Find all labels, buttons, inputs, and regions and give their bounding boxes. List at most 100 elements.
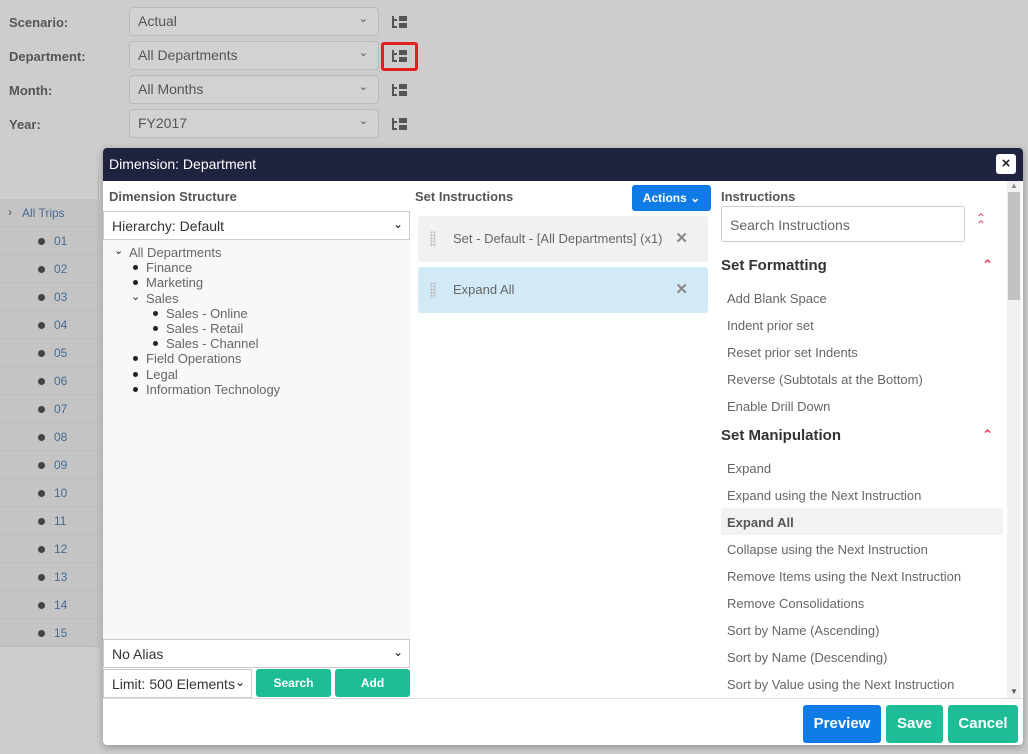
tree-node[interactable]: Information Technology (133, 382, 453, 397)
grid-row[interactable]: 12 (0, 535, 100, 563)
grid-row[interactable]: 07 (0, 395, 100, 423)
bullet-icon (38, 490, 45, 497)
instruction-section-header[interactable]: Set Manipulation ⌃ (721, 427, 1003, 454)
bullet-icon (38, 406, 45, 413)
row-label: 12 (54, 542, 68, 556)
grid-row[interactable]: 11 (0, 507, 100, 535)
instruction-option[interactable]: Sort by Name (Ascending) (727, 623, 880, 638)
hierarchy-icon[interactable] (392, 84, 408, 96)
instruction-option[interactable]: Remove Items using the Next Instruction (727, 569, 962, 584)
footer-divider (103, 698, 1023, 699)
tree-node[interactable]: Field Operations (133, 351, 453, 366)
row-label: 01 (54, 234, 68, 248)
instruction-option[interactable]: Enable Drill Down (727, 399, 831, 414)
hierarchy-select[interactable]: Hierarchy: Default ⌄ (103, 211, 410, 240)
grid-row[interactable]: 10 (0, 479, 100, 507)
grid-row[interactable]: 03 (0, 283, 100, 311)
tree-node[interactable]: Sales - Retail (153, 321, 473, 337)
filter-value: FY2017 (138, 115, 188, 131)
hierarchy-icon[interactable] (392, 16, 408, 28)
chevron-down-icon: ⌄ (358, 81, 368, 93)
instruction-option[interactable]: Sort by Name (Descending) (727, 650, 888, 665)
add-button[interactable]: Add (335, 669, 410, 697)
grid-row[interactable]: 01 (0, 227, 100, 255)
instruction-option[interactable]: Expand using the Next Instruction (727, 488, 922, 503)
chevron-right-icon[interactable]: › (8, 205, 12, 219)
filter-select[interactable]: FY2017 ⌄ (129, 109, 379, 138)
instruction-option[interactable]: Expand (727, 461, 772, 476)
grid-row[interactable]: 04 (0, 311, 100, 339)
grid-row[interactable]: 09 (0, 451, 100, 479)
scrollbar[interactable]: ▲ ▼ (1007, 181, 1021, 698)
collapse-all-icon[interactable]: ⌃ ⌃ (976, 211, 987, 232)
tree-node[interactable]: Legal (133, 367, 453, 382)
filter-value: All Months (138, 81, 204, 97)
remove-icon[interactable]: ✕ (675, 281, 688, 298)
scrollbar-thumb[interactable] (1008, 192, 1020, 300)
instruction-option[interactable]: Remove Consolidations (727, 596, 865, 611)
tree-node[interactable]: ⌄ All Departments (114, 245, 436, 260)
tree-node[interactable]: ⌄ Sales (131, 290, 453, 306)
filter-select[interactable]: All Months ⌄ (129, 75, 379, 104)
grid-row[interactable]: 02 (0, 255, 100, 283)
set-instruction-item-selected[interactable]: Expand All ✕ (418, 267, 708, 313)
chevron-up-icon[interactable]: ⌃ (982, 257, 993, 272)
hierarchy-icon[interactable] (392, 118, 408, 130)
scroll-up-icon[interactable]: ▲ (1010, 181, 1018, 190)
grid-row[interactable]: 08 (0, 423, 100, 451)
instruction-option[interactable]: Reset prior set Indents (727, 345, 858, 360)
drag-handle-icon[interactable] (430, 282, 436, 298)
grid-row[interactable]: 15 (0, 619, 100, 647)
cancel-button[interactable]: Cancel (948, 705, 1018, 743)
filter-select[interactable]: Actual ⌄ (129, 7, 379, 36)
preview-button[interactable]: Preview (803, 705, 881, 743)
close-button[interactable]: × (996, 154, 1016, 174)
dimension-tree: ⌄ All Departments Finance Marketing ⌄ Sales Sa… (103, 240, 410, 640)
chevron-down-icon: ⌄ (690, 191, 701, 205)
scroll-down-icon[interactable]: ▼ (1010, 687, 1018, 696)
row-label: 15 (54, 626, 68, 640)
drag-handle-icon[interactable] (430, 231, 436, 247)
instruction-section-header[interactable]: Set Formatting ⌃ (721, 257, 1003, 284)
instruction-option[interactable]: Collapse using the Next Instruction (727, 542, 928, 557)
row-label: 08 (54, 430, 68, 444)
grid-row[interactable]: 13 (0, 563, 100, 591)
chevron-up-icon[interactable]: ⌃ (982, 427, 993, 442)
set-instruction-item[interactable]: Set - Default - [All Departments] (x1) ✕ (418, 216, 708, 262)
filter-value: Actual (138, 13, 177, 29)
save-button[interactable]: Save (886, 705, 943, 743)
instruction-option[interactable]: Indent prior set (727, 318, 814, 333)
tree-node[interactable]: Sales - Channel (153, 336, 473, 351)
tree-node-label: Sales (146, 290, 179, 306)
row-label: 10 (54, 486, 68, 500)
instruction-option[interactable]: Sort by Value using the Next Instruction (727, 677, 955, 692)
chevron-down-icon[interactable]: ⌄ (114, 245, 124, 257)
search-instructions-input[interactable]: Search Instructions (721, 206, 965, 242)
grid-row[interactable]: 05 (0, 339, 100, 367)
bullet-icon (38, 238, 45, 245)
instruction-option[interactable]: Expand All (721, 508, 1003, 535)
tree-node-label: Finance (146, 260, 193, 276)
search-button[interactable]: Search (256, 669, 331, 697)
chevron-down-icon[interactable]: ⌄ (131, 290, 141, 303)
tree-node[interactable]: Marketing (133, 275, 453, 291)
remove-icon[interactable]: ✕ (675, 230, 688, 247)
chevron-down-icon: ⌄ (358, 115, 368, 127)
row-label: 02 (54, 262, 68, 276)
actions-button[interactable]: Actions ⌄ (632, 185, 711, 211)
hierarchy-icon[interactable] (392, 50, 408, 62)
limit-select[interactable]: Limit: 500 Elements ⌄ (103, 669, 252, 698)
tree-node[interactable]: Sales - Online (153, 306, 473, 321)
instruction-option[interactable]: Add Blank Space (727, 291, 827, 306)
alias-select[interactable]: No Alias ⌄ (103, 639, 410, 668)
tree-node[interactable]: Finance (133, 260, 453, 276)
grid-row[interactable]: 14 (0, 591, 100, 619)
grid-row[interactable]: 06 (0, 367, 100, 395)
filter-select[interactable]: All Departments ⌄ (129, 41, 379, 70)
grid-row-all-trips[interactable]: › All Trips (0, 199, 100, 227)
set-instructions-heading: Set Instructions (415, 189, 514, 204)
tree-node-label: Marketing (146, 275, 204, 291)
instruction-option[interactable]: Reverse (Subtotals at the Bottom) (727, 372, 923, 387)
tree-node-label: Sales - Retail (166, 321, 244, 337)
dimension-structure-heading: Dimension Structure (109, 189, 237, 204)
